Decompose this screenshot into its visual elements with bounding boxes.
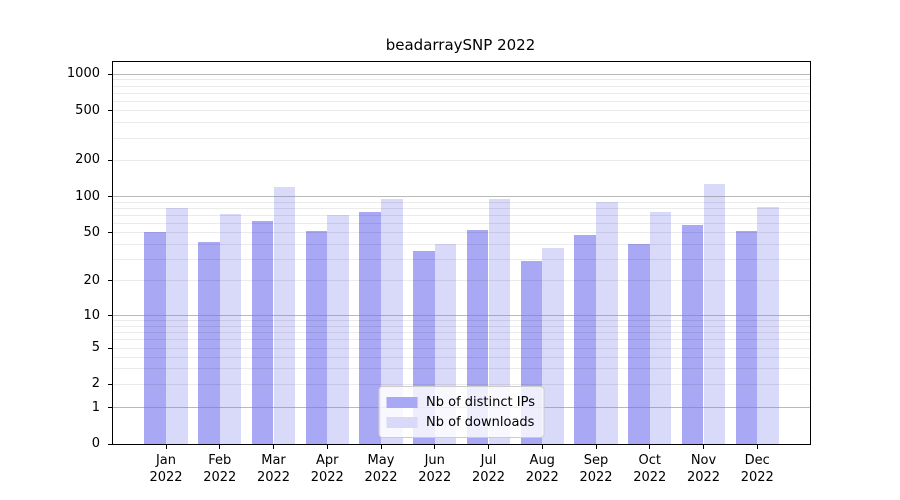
gridline-minor-300 <box>113 137 810 139</box>
bar-downloads-oct <box>649 212 672 444</box>
x-tick-label-apr: Apr 2022 <box>310 453 344 485</box>
bar-ips-mar <box>251 220 274 444</box>
x-tick-label-dec: Dec 2022 <box>740 453 774 485</box>
y-tick-label-100: 100 <box>75 188 100 204</box>
y-tick-label-1000: 1000 <box>66 66 100 82</box>
x-tick-mark-jun <box>434 445 436 449</box>
bar-ips-may <box>359 211 381 444</box>
x-tick-mark-may <box>380 445 382 449</box>
gridline-minor-500 <box>113 110 810 112</box>
legend-label-downloads: Nb of downloads <box>426 414 535 430</box>
x-tick-label-nov: Nov 2022 <box>686 453 721 485</box>
x-tick-label-jan: Jan 2022 <box>149 453 183 485</box>
bar-downloads-apr <box>327 215 349 444</box>
y-tick-label-2: 2 <box>91 376 100 392</box>
y-tick-label-1: 1 <box>91 399 100 415</box>
y-tick-mark-1000 <box>108 73 113 75</box>
bar-downloads-dec <box>757 207 779 444</box>
y-tick-mark-5 <box>108 347 113 349</box>
bar-ips-sep <box>574 234 596 444</box>
x-tick-mark-oct <box>649 445 651 449</box>
x-tick-mark-jul <box>488 445 489 449</box>
y-tick-mark-20 <box>108 280 113 282</box>
chart-title: beadarraySNP 2022 <box>385 36 536 54</box>
x-tick-mark-mar <box>273 445 274 449</box>
y-tick-mark-50 <box>108 232 113 234</box>
plot-area: Nb of distinct IPs Nb of downloads <box>112 61 811 445</box>
bar-downloads-jan <box>166 208 188 444</box>
gridline-minor-600 <box>113 100 810 102</box>
bar-downloads-may <box>381 198 403 444</box>
legend-swatch-downloads <box>386 416 418 428</box>
x-tick-label-oct: Oct 2022 <box>633 453 667 485</box>
bar-downloads-nov <box>703 183 726 444</box>
y-tick-label-5: 5 <box>91 340 100 356</box>
gridline-major-1000 <box>113 73 810 75</box>
y-tick-label-0: 0 <box>91 436 100 451</box>
bar-downloads-feb <box>219 213 242 444</box>
bar-ips-oct <box>628 244 650 444</box>
y-tick-label-10: 10 <box>83 307 100 323</box>
y-tick-label-20: 20 <box>83 272 100 288</box>
y-tick-mark-500 <box>108 110 113 112</box>
bar-ips-feb <box>198 241 220 444</box>
x-tick-mark-nov <box>703 445 704 449</box>
x-tick-mark-jan <box>165 445 167 449</box>
bar-downloads-mar <box>273 187 296 444</box>
bar-ips-nov <box>681 225 704 444</box>
y-tick-mark-100 <box>108 196 113 198</box>
x-tick-label-sep: Sep 2022 <box>579 453 613 485</box>
x-tick-mark-feb <box>219 445 221 449</box>
x-tick-label-mar: Mar 2022 <box>256 453 291 485</box>
x-tick-mark-dec <box>756 445 758 449</box>
bar-ips-apr <box>305 230 328 444</box>
y-tick-label-50: 50 <box>83 224 100 240</box>
bar-downloads-aug <box>542 248 564 444</box>
bar-downloads-jul <box>488 198 511 444</box>
gridline-minor-700 <box>113 92 810 94</box>
x-tick-label-aug: Aug 2022 <box>525 453 559 485</box>
x-tick-label-jul: Jul 2022 <box>471 453 506 485</box>
legend-item-downloads: Nb of downloads <box>386 412 535 432</box>
legend-label-distinct-ips: Nb of distinct IPs <box>426 394 535 410</box>
y-tick-mark-0 <box>108 443 113 445</box>
x-tick-mark-apr <box>326 445 328 449</box>
bar-ips-jan <box>144 231 166 444</box>
gridline-minor-400 <box>113 122 810 124</box>
gridline-minor-900 <box>113 79 810 81</box>
y-tick-mark-2 <box>108 383 113 385</box>
y-tick-label-200: 200 <box>75 152 100 167</box>
y-tick-mark-1 <box>108 407 113 409</box>
x-tick-label-may: May 2022 <box>364 453 398 485</box>
y-tick-label-500: 500 <box>75 102 100 118</box>
bar-ips-dec <box>735 230 758 444</box>
x-tick-label-feb: Feb 2022 <box>203 453 237 485</box>
bar-downloads-sep <box>596 202 618 444</box>
y-tick-mark-10 <box>108 315 113 317</box>
gridline-minor-800 <box>113 85 810 87</box>
y-tick-mark-200 <box>108 159 113 161</box>
x-tick-mark-sep <box>595 445 597 449</box>
x-tick-mark-aug <box>541 445 543 449</box>
legend-item-distinct-ips: Nb of distinct IPs <box>386 392 535 412</box>
gridline-minor-200 <box>113 159 810 161</box>
legend-swatch-distinct-ips <box>386 396 418 408</box>
legend: Nb of distinct IPs Nb of downloads <box>378 386 545 438</box>
x-tick-label-jun: Jun 2022 <box>418 453 452 485</box>
